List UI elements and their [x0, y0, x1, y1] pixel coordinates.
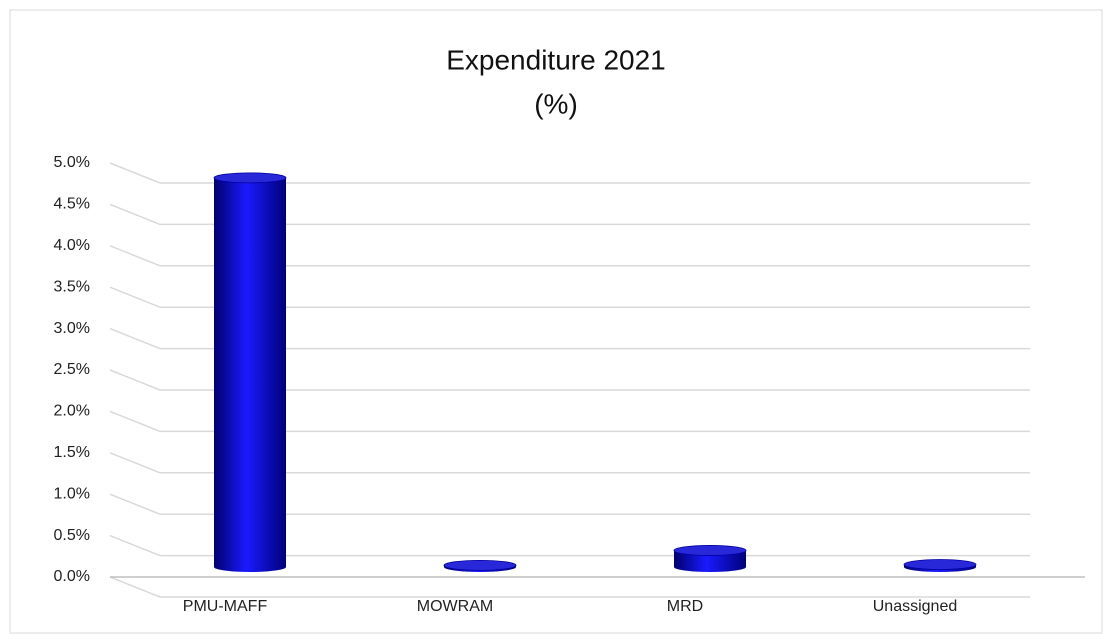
y-tick-label: 3.0% — [54, 320, 90, 337]
grid-line-side — [109, 245, 161, 267]
y-tick-label: 1.5% — [54, 444, 90, 461]
y-tick-label: 0.0% — [54, 568, 90, 585]
grid-line-side — [109, 203, 161, 226]
y-tick-label: 2.5% — [54, 361, 90, 378]
chart-subtitle: (%) — [534, 88, 578, 119]
grid-line-side — [109, 534, 161, 557]
grid-line-side — [109, 493, 161, 515]
y-tick-label: 1.0% — [54, 485, 90, 502]
grid-line-side — [109, 327, 161, 350]
chart-title: Expenditure 2021 — [446, 44, 666, 75]
x-tick-label: MOWRAM — [417, 598, 493, 615]
y-tick-label: 4.0% — [54, 237, 90, 254]
bar-top — [903, 559, 977, 570]
bar-top — [443, 559, 517, 571]
grid-line-side — [109, 162, 161, 184]
bar-top — [673, 545, 747, 556]
x-tick-label: Unassigned — [873, 598, 958, 615]
bar — [214, 177, 286, 572]
grid-line-side — [109, 410, 161, 433]
y-tick-label: 4.5% — [54, 196, 90, 213]
y-tick-label: 2.0% — [54, 403, 90, 420]
grid-line-side — [109, 452, 161, 474]
grid-line-side — [109, 576, 161, 598]
grid-line-side — [109, 369, 161, 391]
y-tick-label: 5.0% — [54, 154, 90, 171]
y-tick-label: 0.5% — [54, 527, 90, 544]
chart-border — [9, 9, 1103, 634]
grid-line-side — [109, 286, 161, 308]
bar-top — [213, 172, 287, 184]
bar — [674, 550, 746, 572]
y-tick-label: 3.5% — [54, 278, 90, 295]
x-tick-label: MRD — [667, 598, 703, 615]
x-tick-label: PMU-MAFF — [183, 598, 268, 615]
